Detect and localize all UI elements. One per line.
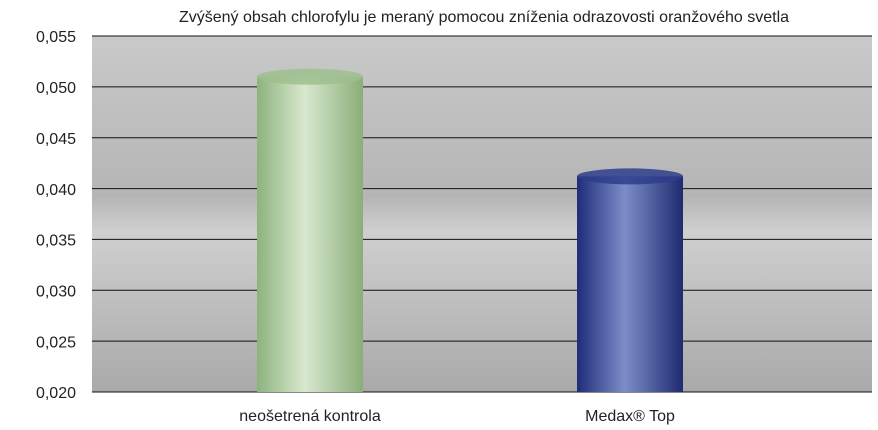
bar-top [257, 68, 363, 85]
y-tick-label: 0,020 [36, 385, 76, 402]
bar [577, 176, 683, 392]
y-tick-label: 0,045 [36, 131, 76, 148]
x-tick-label: Medax® Top [585, 408, 675, 425]
bar-top [577, 168, 683, 185]
y-tick-label: 0,050 [36, 80, 76, 97]
y-tick-label: 0,025 [36, 334, 76, 351]
y-tick-label: 0,055 [36, 29, 76, 46]
y-tick-label: 0,030 [36, 284, 76, 301]
y-tick-label: 0,035 [36, 233, 76, 250]
x-tick-label: neošetrená kontrola [239, 408, 381, 425]
background-photo [92, 36, 872, 392]
bar [257, 76, 363, 392]
y-tick-label: 0,040 [36, 182, 76, 199]
chart-title: Zvýšený obsah chlorofylu je meraný pomoc… [179, 9, 789, 26]
